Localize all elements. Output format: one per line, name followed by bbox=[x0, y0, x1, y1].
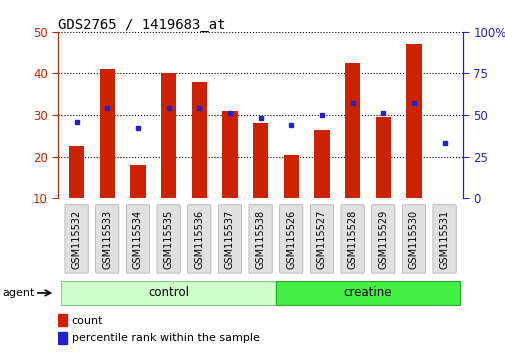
FancyBboxPatch shape bbox=[371, 205, 394, 273]
Text: GSM115531: GSM115531 bbox=[439, 209, 449, 269]
FancyBboxPatch shape bbox=[157, 205, 180, 273]
Text: GDS2765 / 1419683_at: GDS2765 / 1419683_at bbox=[58, 18, 225, 32]
Bar bbox=[252, 124, 268, 198]
Text: creatine: creatine bbox=[343, 286, 391, 299]
Text: count: count bbox=[71, 316, 103, 326]
Text: percentile rank within the sample: percentile rank within the sample bbox=[71, 333, 259, 343]
Bar bbox=[314, 130, 329, 198]
FancyBboxPatch shape bbox=[248, 205, 272, 273]
Text: GSM115536: GSM115536 bbox=[194, 209, 204, 269]
Bar bbox=[375, 117, 390, 198]
FancyBboxPatch shape bbox=[61, 281, 275, 305]
Bar bbox=[283, 155, 298, 198]
Text: control: control bbox=[148, 286, 189, 299]
Bar bbox=[344, 63, 360, 198]
Text: GSM115528: GSM115528 bbox=[347, 209, 357, 269]
Text: agent: agent bbox=[3, 288, 35, 298]
FancyBboxPatch shape bbox=[126, 205, 149, 273]
Bar bbox=[58, 332, 67, 344]
FancyBboxPatch shape bbox=[401, 205, 425, 273]
Text: GSM115532: GSM115532 bbox=[71, 209, 81, 269]
FancyBboxPatch shape bbox=[218, 205, 241, 273]
Text: GSM115527: GSM115527 bbox=[316, 209, 326, 269]
Text: GSM115526: GSM115526 bbox=[286, 209, 295, 269]
Text: GSM115530: GSM115530 bbox=[408, 209, 418, 269]
Bar bbox=[99, 69, 115, 198]
FancyBboxPatch shape bbox=[340, 205, 364, 273]
Text: GSM115529: GSM115529 bbox=[378, 209, 387, 269]
Bar bbox=[161, 73, 176, 198]
FancyBboxPatch shape bbox=[432, 205, 456, 273]
Text: GSM115533: GSM115533 bbox=[102, 209, 112, 269]
Text: GSM115537: GSM115537 bbox=[225, 209, 234, 269]
Bar bbox=[58, 314, 67, 326]
Bar bbox=[69, 146, 84, 198]
FancyBboxPatch shape bbox=[279, 205, 302, 273]
Bar bbox=[191, 82, 207, 198]
Bar bbox=[222, 111, 237, 198]
FancyBboxPatch shape bbox=[275, 281, 459, 305]
FancyBboxPatch shape bbox=[95, 205, 119, 273]
Text: GSM115534: GSM115534 bbox=[133, 209, 142, 269]
FancyBboxPatch shape bbox=[65, 205, 88, 273]
Text: GSM115535: GSM115535 bbox=[163, 209, 173, 269]
Bar bbox=[406, 44, 421, 198]
FancyBboxPatch shape bbox=[187, 205, 211, 273]
Text: GSM115538: GSM115538 bbox=[255, 209, 265, 269]
FancyBboxPatch shape bbox=[310, 205, 333, 273]
Bar bbox=[130, 165, 145, 198]
